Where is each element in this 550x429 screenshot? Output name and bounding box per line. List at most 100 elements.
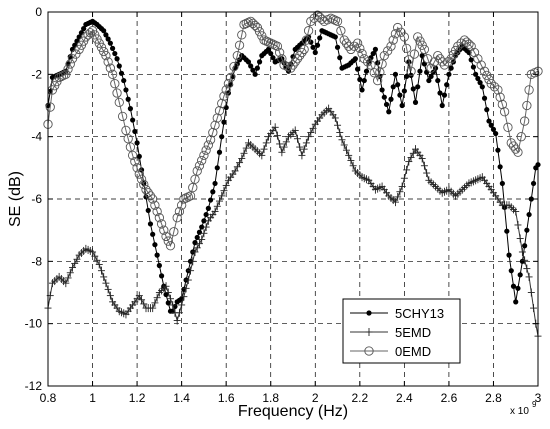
data-point-0EMD — [328, 14, 338, 24]
data-point-0EMD — [139, 179, 149, 190]
data-point-5CHY13 — [399, 102, 405, 109]
data-point-5EMD — [394, 192, 402, 201]
data-point-0EMD — [499, 107, 510, 117]
data-point-5CHY13 — [530, 180, 537, 187]
data-point-5CHY13 — [134, 140, 140, 146]
data-point-5CHY13 — [528, 196, 534, 202]
data-point-0EMD — [277, 54, 287, 64]
data-point-0EMD — [219, 91, 229, 101]
data-point-5CHY13 — [490, 126, 497, 132]
data-point-0EMD — [404, 55, 414, 65]
y-axis-label: SE (dB) — [7, 171, 24, 227]
data-point-5EMD — [200, 229, 208, 238]
data-point-5EMD — [273, 131, 281, 140]
data-point-0EMD — [297, 47, 307, 58]
data-point-5CHY13 — [486, 118, 492, 124]
data-point-5EMD — [189, 257, 197, 266]
data-point-5CHY13 — [109, 45, 116, 51]
data-point-5EMD — [240, 149, 248, 158]
data-point-5EMD — [258, 151, 266, 160]
data-point-5CHY13 — [103, 32, 109, 38]
data-point-0EMD — [519, 116, 530, 126]
data-point-5CHY13 — [506, 252, 512, 258]
data-point-5CHY13 — [212, 180, 218, 187]
data-point-5CHY13 — [437, 90, 443, 96]
data-point-5EMD — [222, 181, 230, 190]
legend-label-0EMD: 0EMD — [395, 344, 431, 359]
data-point-0EMD — [272, 41, 283, 51]
data-point-5CHY13 — [424, 69, 430, 75]
data-point-5EMD — [173, 316, 181, 325]
data-point-5CHY13 — [435, 77, 441, 84]
data-point-5EMD — [238, 154, 246, 163]
data-point-0EMD — [369, 68, 379, 78]
data-point-5CHY13 — [363, 68, 370, 74]
data-point-5EMD — [391, 198, 399, 207]
data-point-5CHY13 — [125, 96, 131, 102]
data-point-0EMD — [362, 57, 373, 67]
data-point-5CHY13 — [426, 77, 432, 84]
data-point-0EMD — [176, 200, 187, 210]
data-point-5EMD — [296, 143, 304, 152]
data-point-5CHY13 — [214, 165, 220, 171]
data-point-5EMD — [347, 156, 355, 165]
data-point-5EMD — [407, 153, 415, 162]
data-point-0EMD — [145, 191, 156, 201]
data-point-5EMD — [418, 154, 426, 163]
data-point-5EMD — [97, 266, 105, 275]
data-point-5EMD — [262, 138, 270, 147]
data-point-0EMD — [306, 16, 316, 27]
data-point-0EMD — [388, 35, 398, 45]
data-point-5EMD — [138, 295, 146, 304]
data-point-5CHY13 — [441, 92, 448, 98]
data-point-5CHY13 — [357, 76, 363, 83]
data-point-5EMD — [195, 239, 203, 248]
data-point-0EMD — [132, 163, 142, 173]
data-point-0EMD — [522, 100, 532, 111]
data-point-5CHY13 — [499, 180, 505, 187]
data-point-5CHY13 — [392, 71, 399, 77]
data-point-5EMD — [302, 138, 310, 147]
x-tick-label: 2.2 — [351, 391, 368, 405]
data-point-0EMD — [65, 59, 75, 69]
data-point-0EMD — [63, 64, 73, 74]
data-point-5CHY13 — [314, 42, 321, 48]
data-point-0EMD — [125, 142, 136, 152]
data-point-5EMD — [516, 234, 524, 243]
data-point-0EMD — [386, 41, 396, 51]
data-point-0EMD — [268, 39, 278, 49]
data-point-0EMD — [366, 60, 376, 70]
data-point-5EMD — [62, 279, 70, 288]
grid-lines — [48, 12, 538, 386]
data-point-0EMD — [130, 156, 140, 167]
data-point-5CHY13 — [417, 68, 423, 74]
data-point-0EMD — [473, 54, 483, 64]
data-point-5EMD — [236, 158, 244, 167]
data-point-0EMD — [150, 200, 160, 210]
data-point-5CHY13 — [517, 272, 523, 278]
data-point-0EMD — [429, 57, 440, 67]
data-point-0EMD — [194, 161, 205, 171]
data-point-5CHY13 — [310, 44, 316, 50]
data-point-5EMD — [102, 279, 110, 288]
data-point-5EMD — [291, 126, 299, 135]
data-point-0EMD — [393, 22, 403, 33]
data-point-0EMD — [223, 79, 234, 89]
series-line-5EMD — [47, 107, 539, 337]
data-point-5CHY13 — [481, 95, 488, 101]
data-point-0EMD — [464, 39, 474, 49]
data-point-0EMD — [336, 26, 346, 36]
data-point-5EMD — [300, 145, 308, 154]
data-point-5CHY13 — [203, 211, 209, 218]
data-point-5CHY13 — [439, 102, 445, 109]
x-tick-label: 2.8 — [485, 391, 502, 405]
data-point-5EMD — [309, 124, 317, 133]
data-point-0EMD — [121, 125, 131, 136]
data-point-5CHY13 — [81, 26, 87, 32]
data-point-5EMD — [305, 132, 313, 141]
data-point-5EMD — [182, 284, 190, 293]
data-point-0EMD — [103, 57, 113, 67]
data-point-5CHY13 — [495, 147, 501, 153]
data-point-5CHY13 — [390, 84, 396, 90]
data-point-5EMD — [282, 137, 290, 146]
